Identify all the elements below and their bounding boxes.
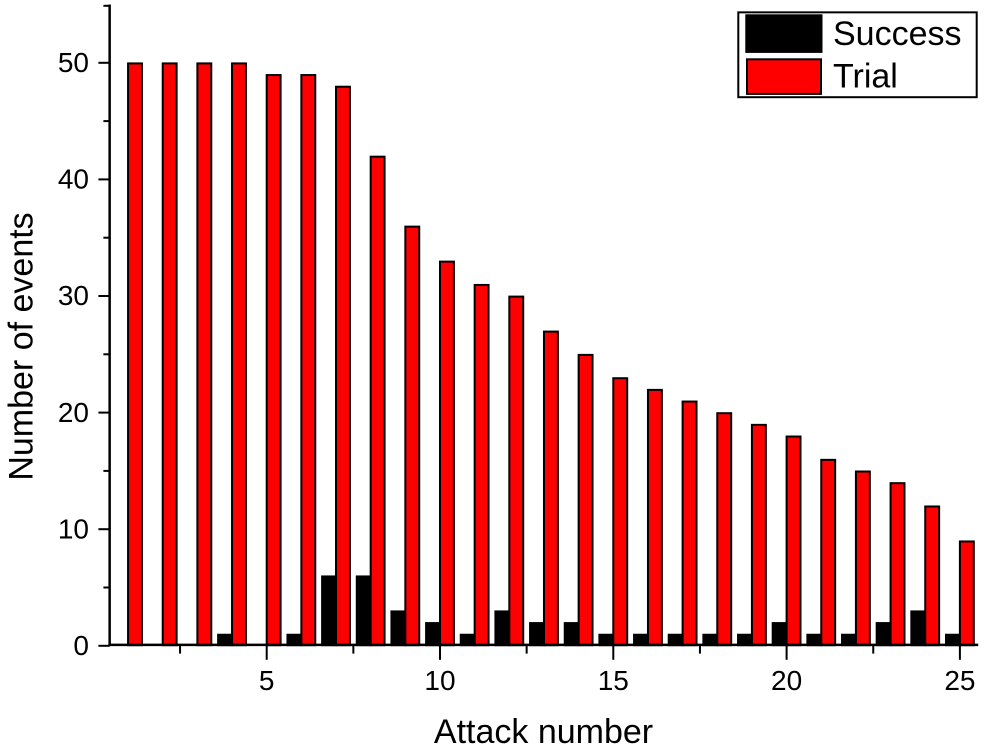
svg-text:0: 0 bbox=[73, 630, 89, 661]
svg-text:10: 10 bbox=[58, 513, 89, 544]
svg-text:50: 50 bbox=[58, 47, 89, 78]
svg-text:10: 10 bbox=[424, 665, 455, 696]
svg-text:5: 5 bbox=[259, 665, 275, 696]
svg-text:40: 40 bbox=[58, 164, 89, 195]
svg-text:15: 15 bbox=[598, 665, 629, 696]
svg-text:20: 20 bbox=[58, 397, 89, 428]
svg-text:20: 20 bbox=[771, 665, 802, 696]
svg-text:30: 30 bbox=[58, 280, 89, 311]
svg-text:Trial: Trial bbox=[833, 57, 898, 95]
svg-text:Success: Success bbox=[833, 15, 962, 53]
svg-text:Number of events: Number of events bbox=[3, 212, 41, 480]
svg-text:Attack number: Attack number bbox=[434, 713, 653, 751]
svg-text:25: 25 bbox=[944, 665, 975, 696]
